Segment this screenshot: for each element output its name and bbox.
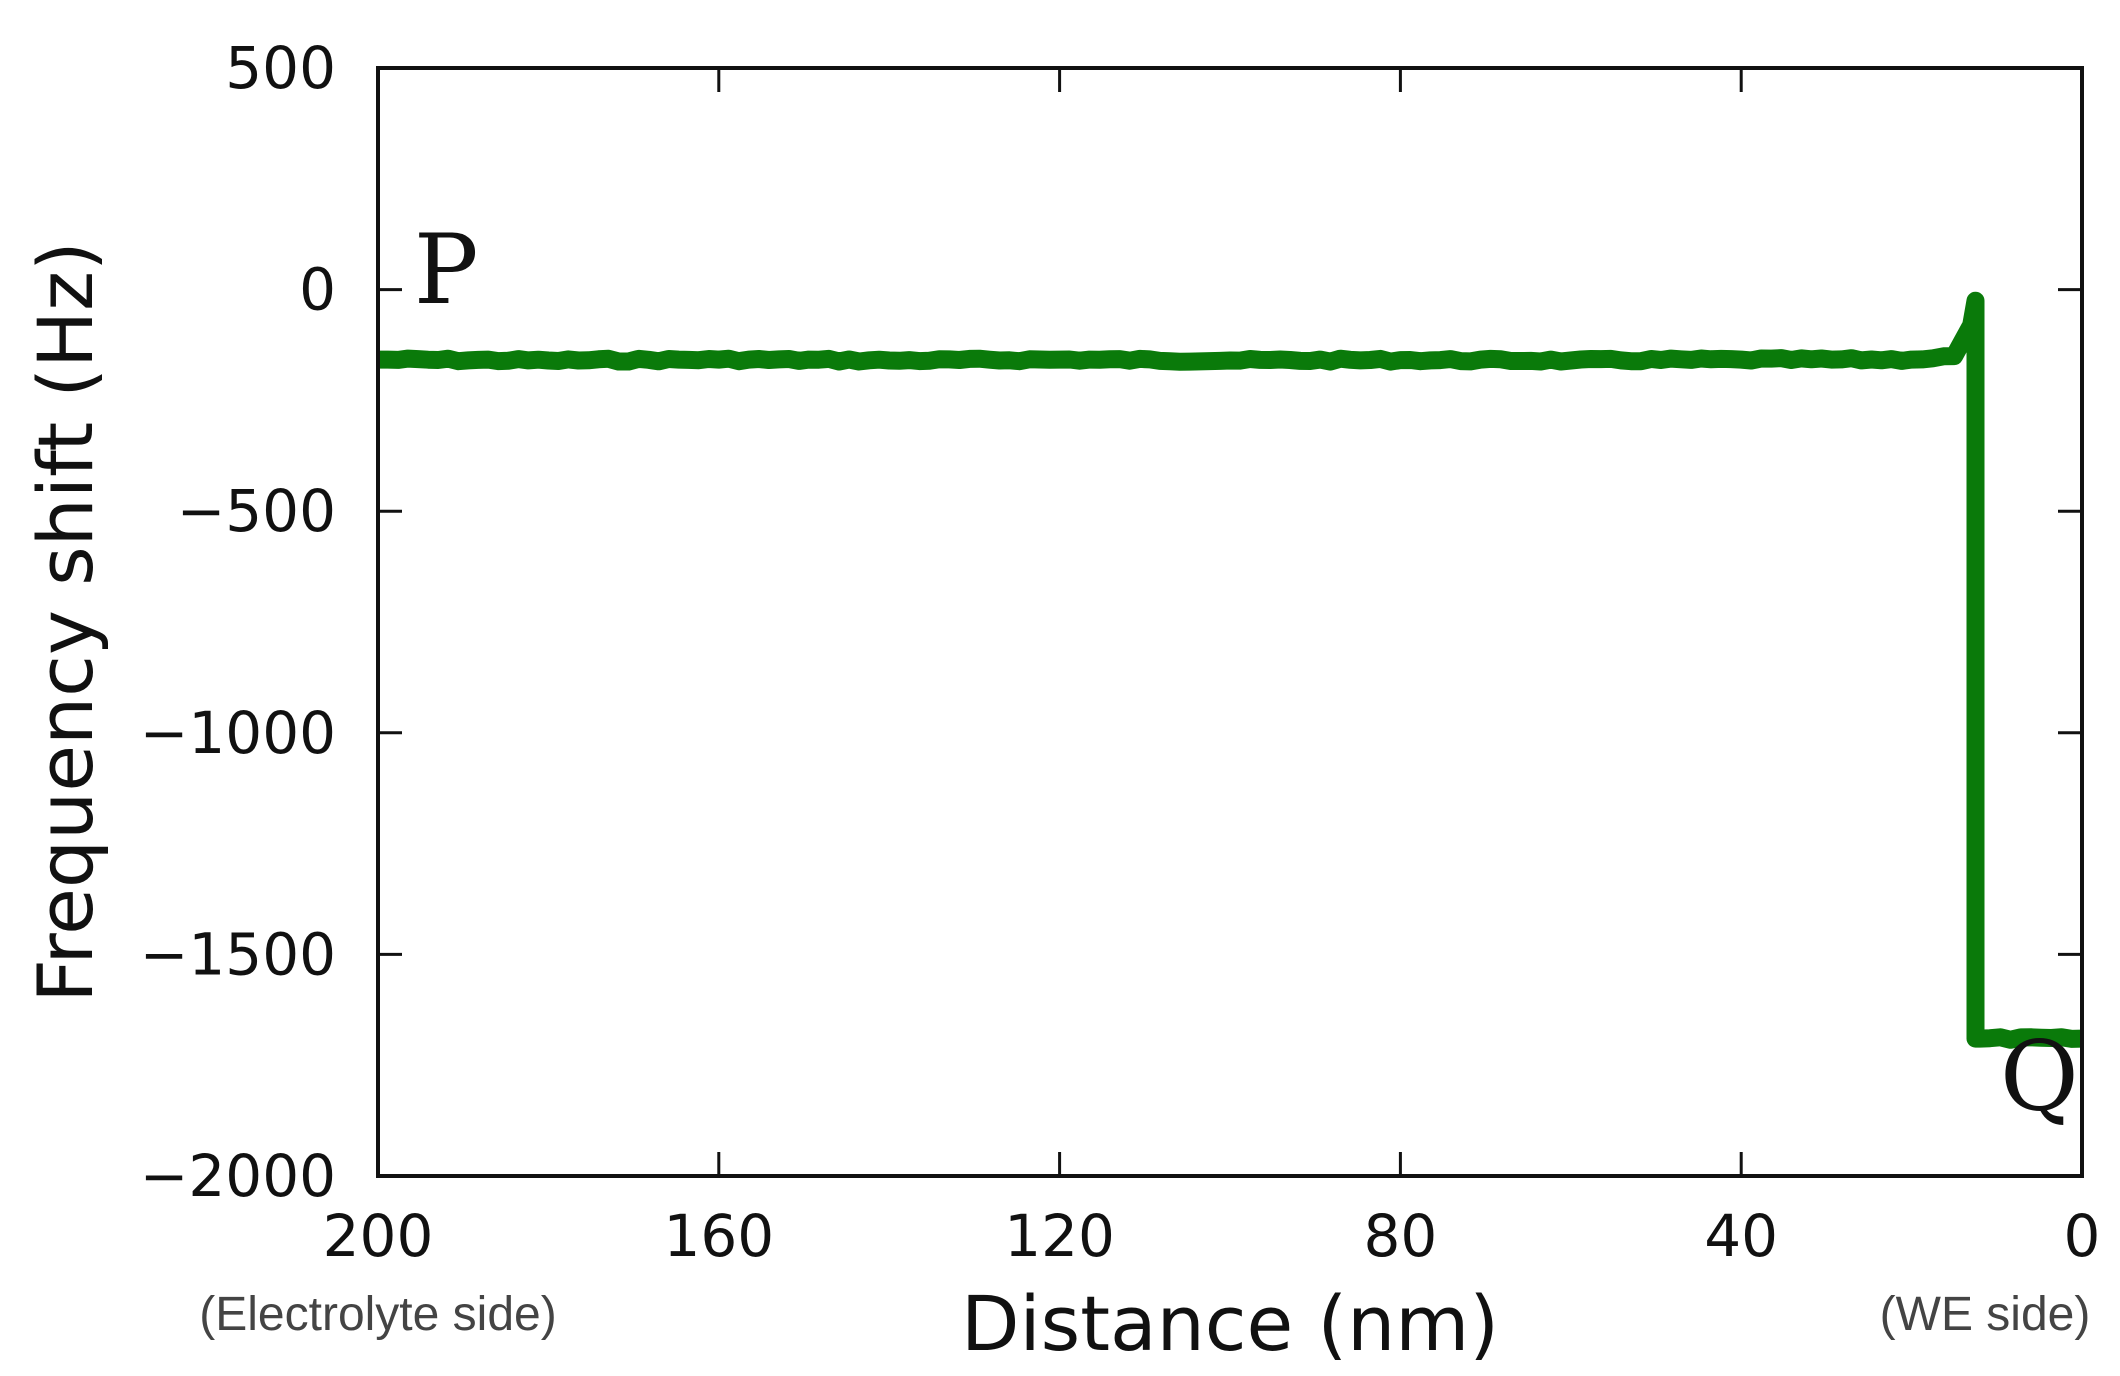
series-line (378, 291, 2083, 1049)
y-tick-label: −2000 (140, 1142, 336, 1210)
y-tick-label: 0 (299, 256, 336, 324)
annotation-p: P (414, 214, 479, 326)
tick-labels: 200 160 120 80 40 0 500 0 −500 −1000 −1500 −2000 (140, 34, 2101, 1270)
x-tick-label: 200 (323, 1202, 434, 1270)
y-axis-title: Frequency shift (Hz) (21, 241, 110, 1002)
x-tick-label: 160 (663, 1202, 774, 1270)
y-tick-label: −1500 (140, 920, 336, 988)
x-tick-label: 0 (2064, 1202, 2101, 1270)
y-tick-label: −1000 (140, 699, 336, 767)
x-tick-label: 120 (1004, 1202, 1115, 1270)
plot-area-frame (376, 66, 2084, 1178)
x-axis-title: Distance (nm) (961, 1279, 1499, 1368)
x-axis-right-end-label: (WE side) (1880, 1288, 2091, 1341)
x-tick-label: 80 (1363, 1202, 1437, 1270)
y-tick-label: −500 (177, 477, 336, 545)
x-tick-label: 40 (1704, 1202, 1778, 1270)
annotations: PQ (414, 214, 2079, 1133)
axis-ticks (376, 66, 2084, 1178)
y-tick-label: 500 (225, 34, 336, 102)
annotation-q: Q (2000, 1021, 2079, 1133)
x-axis-left-end-label: (Electrolyte side) (199, 1288, 556, 1341)
